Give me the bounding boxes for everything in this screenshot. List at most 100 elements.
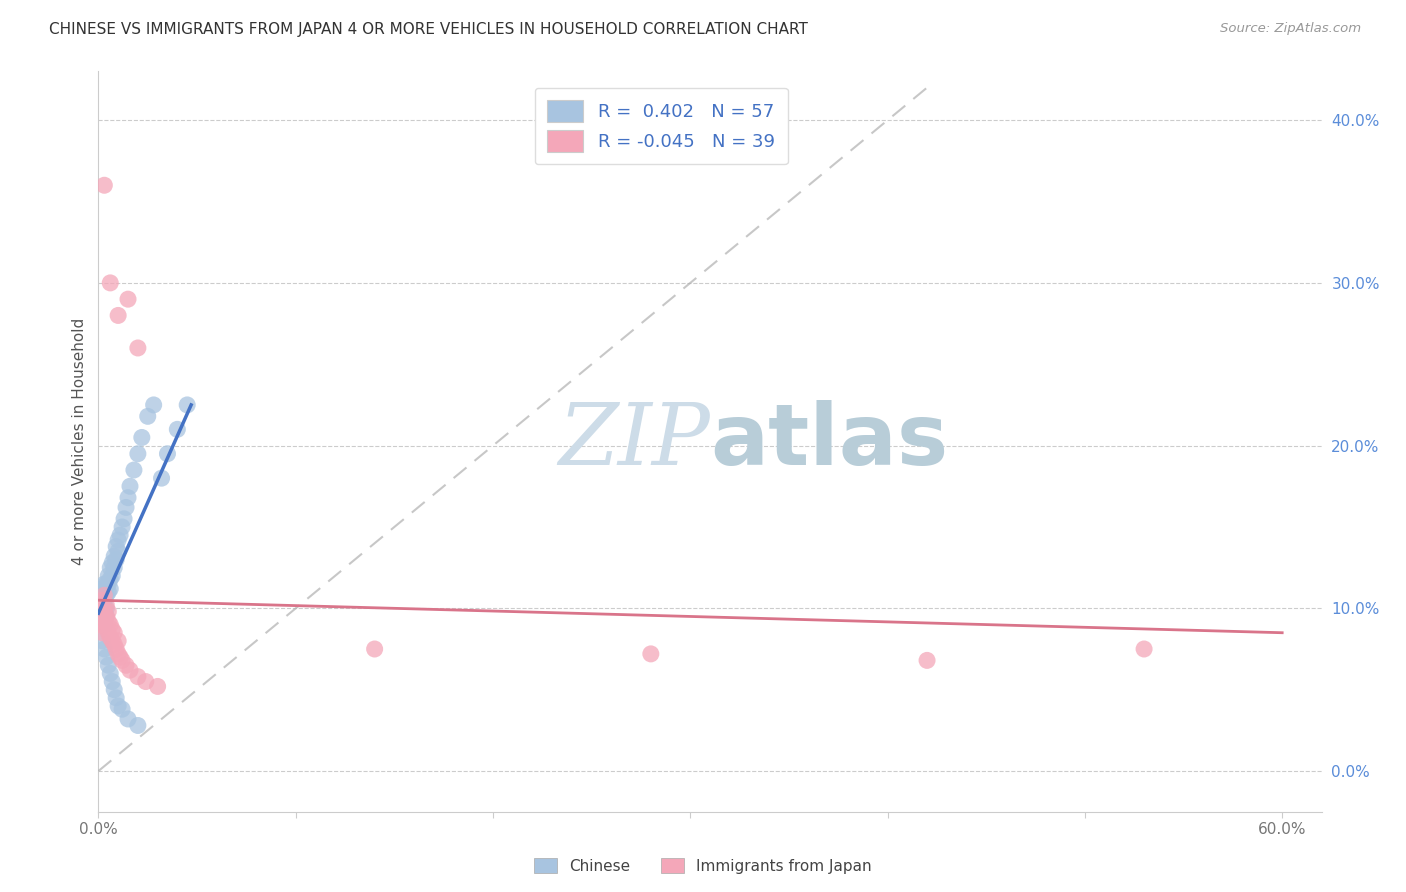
- Point: [89, 617, 111, 632]
- Point: [107, 544, 129, 558]
- Point: [127, 447, 149, 461]
- Point: [915, 653, 938, 667]
- Point: [363, 642, 385, 657]
- Point: [117, 712, 139, 726]
- Point: [640, 647, 662, 661]
- Text: Source: ZipAtlas.com: Source: ZipAtlas.com: [1220, 22, 1361, 36]
- Point: [91, 593, 114, 607]
- Point: [117, 292, 139, 306]
- Point: [97, 568, 120, 582]
- Point: [105, 540, 128, 554]
- Point: [127, 341, 149, 355]
- Point: [156, 447, 179, 461]
- Point: [96, 588, 118, 602]
- Point: [101, 568, 124, 582]
- Point: [93, 615, 115, 629]
- Point: [103, 625, 125, 640]
- Point: [115, 658, 138, 673]
- Point: [108, 650, 131, 665]
- Text: CHINESE VS IMMIGRANTS FROM JAPAN 4 OR MORE VEHICLES IN HOUSEHOLD CORRELATION CHA: CHINESE VS IMMIGRANTS FROM JAPAN 4 OR MO…: [49, 22, 808, 37]
- Point: [101, 623, 124, 637]
- Point: [117, 491, 139, 505]
- Legend: R =  0.402   N = 57, R = -0.045   N = 39: R = 0.402 N = 57, R = -0.045 N = 39: [534, 87, 787, 164]
- Point: [111, 653, 134, 667]
- Point: [96, 601, 118, 615]
- Text: ZIP: ZIP: [558, 401, 710, 483]
- Point: [131, 430, 153, 444]
- Point: [96, 609, 118, 624]
- Point: [97, 577, 120, 591]
- Y-axis label: 4 or more Vehicles in Household: 4 or more Vehicles in Household: [72, 318, 87, 566]
- Point: [93, 588, 115, 602]
- Point: [98, 631, 121, 645]
- Point: [107, 647, 129, 661]
- Point: [142, 398, 165, 412]
- Point: [105, 642, 128, 657]
- Point: [93, 605, 115, 619]
- Point: [107, 698, 129, 713]
- Point: [111, 520, 134, 534]
- Point: [96, 577, 118, 591]
- Point: [93, 577, 115, 591]
- Point: [122, 463, 145, 477]
- Point: [103, 560, 125, 574]
- Point: [97, 625, 120, 640]
- Point: [118, 663, 141, 677]
- Point: [93, 601, 115, 615]
- Legend: Chinese, Immigrants from Japan: Chinese, Immigrants from Japan: [529, 852, 877, 880]
- Point: [93, 593, 115, 607]
- Point: [93, 178, 115, 193]
- Point: [93, 642, 115, 657]
- Point: [89, 609, 111, 624]
- Point: [98, 560, 121, 574]
- Point: [98, 582, 121, 596]
- Point: [91, 625, 114, 640]
- Point: [89, 609, 111, 624]
- Point: [96, 598, 118, 612]
- Point: [101, 556, 124, 570]
- Point: [107, 533, 129, 547]
- Point: [96, 650, 118, 665]
- Point: [91, 593, 114, 607]
- Point: [98, 276, 121, 290]
- Point: [97, 605, 120, 619]
- Point: [111, 702, 134, 716]
- Point: [97, 658, 120, 673]
- Point: [150, 471, 173, 485]
- Point: [97, 615, 120, 629]
- Point: [127, 670, 149, 684]
- Point: [91, 633, 114, 648]
- Point: [146, 680, 169, 694]
- Point: [91, 609, 114, 624]
- Point: [93, 588, 115, 602]
- Point: [107, 633, 129, 648]
- Point: [98, 666, 121, 681]
- Point: [91, 601, 114, 615]
- Point: [107, 309, 129, 323]
- Point: [105, 690, 128, 705]
- Point: [96, 621, 118, 635]
- Point: [118, 479, 141, 493]
- Point: [93, 617, 115, 632]
- Point: [1133, 642, 1156, 657]
- Point: [89, 601, 111, 615]
- Point: [97, 585, 120, 599]
- Point: [98, 572, 121, 586]
- Point: [103, 682, 125, 697]
- Point: [115, 500, 138, 515]
- Point: [103, 549, 125, 564]
- Point: [166, 422, 188, 436]
- Text: atlas: atlas: [710, 400, 948, 483]
- Point: [98, 617, 121, 632]
- Point: [136, 409, 159, 424]
- Point: [127, 718, 149, 732]
- Point: [108, 528, 131, 542]
- Point: [89, 585, 111, 599]
- Point: [135, 674, 157, 689]
- Point: [91, 582, 114, 596]
- Point: [101, 633, 124, 648]
- Point: [112, 512, 135, 526]
- Point: [105, 552, 128, 566]
- Point: [91, 588, 114, 602]
- Point: [101, 674, 124, 689]
